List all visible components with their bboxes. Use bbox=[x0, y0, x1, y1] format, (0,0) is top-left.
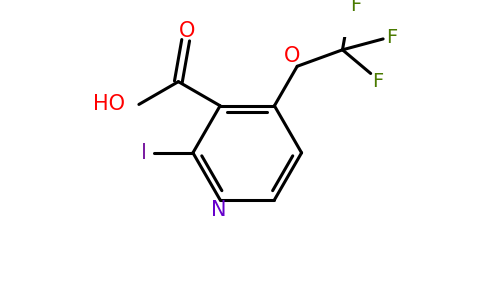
Text: F: F bbox=[350, 0, 362, 15]
Text: I: I bbox=[141, 143, 147, 163]
Text: O: O bbox=[284, 46, 300, 66]
Text: F: F bbox=[386, 28, 397, 47]
Text: N: N bbox=[211, 200, 226, 220]
Text: O: O bbox=[179, 22, 196, 41]
Text: F: F bbox=[372, 72, 383, 91]
Text: HO: HO bbox=[93, 94, 125, 114]
